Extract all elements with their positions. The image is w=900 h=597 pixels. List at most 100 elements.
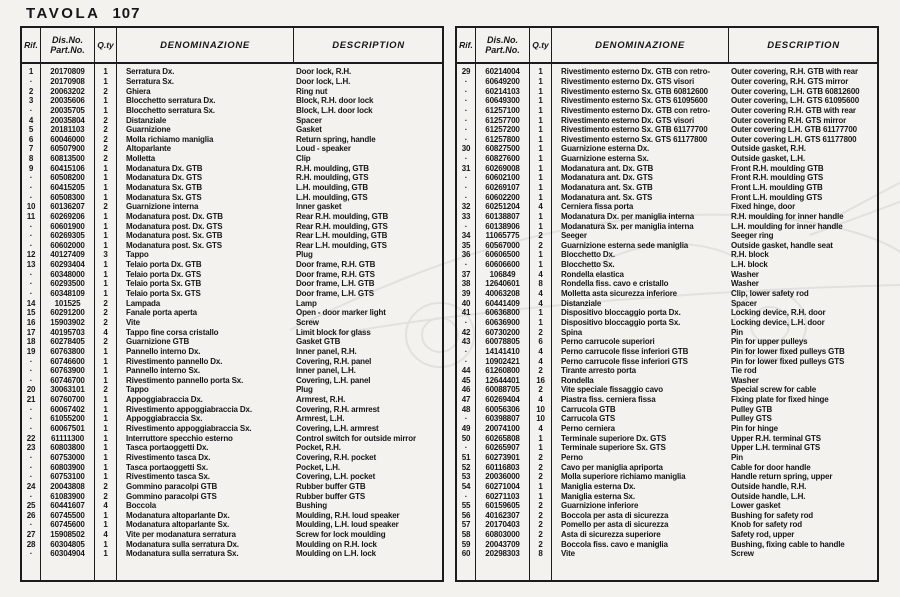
cell-rif: 6 xyxy=(28,134,34,144)
cell-qty: 1 xyxy=(103,520,108,530)
cell-part-no: 60606600 xyxy=(485,260,520,270)
cell-qty: 1 xyxy=(103,289,108,299)
cell-rif: · xyxy=(29,192,33,202)
table-row: 22 61111300 1 Interruttore specchio esterno… xyxy=(22,433,442,443)
cell-qty: 1 xyxy=(103,356,108,366)
cell-qty: 1 xyxy=(538,221,543,231)
cell-rif: 50 xyxy=(461,433,471,443)
cell-qty: 1 xyxy=(538,163,543,173)
cell-rif: 57 xyxy=(461,520,471,530)
cell-denominazione: Telaio porta Dx. GTS xyxy=(126,269,202,279)
cell-description: Bushing for safety rod xyxy=(731,510,814,520)
cell-rif: 19 xyxy=(26,346,36,356)
cell-part-no: 60567000 xyxy=(485,240,520,250)
cell-denominazione: Tappo xyxy=(126,250,149,260)
parts-table-left: Rif. Dis.No. Part.No. Q.ty DENOMINAZIONE… xyxy=(20,26,444,582)
page-title: TAVOLA 107 xyxy=(26,5,140,22)
cell-description: Special screw for cable xyxy=(731,385,817,395)
column-header-dis-no-line2: Part.No. xyxy=(50,45,85,55)
cell-rif: · xyxy=(464,76,468,86)
cell-rif: 28 xyxy=(26,539,36,549)
cell-description: Door frame, R.H. GTB xyxy=(296,260,376,270)
cell-denominazione: Pannello interno Sx. xyxy=(126,366,200,376)
table-row: 18 60278405 2 Guarnizione GTB Gasket GTB xyxy=(22,337,442,347)
cell-denominazione: Telaio porta Dx. GTB xyxy=(126,260,202,270)
table-row: · 60508200 1 Modanatura Dx. GTS R.H. mouldin… xyxy=(22,173,442,183)
cell-denominazione: Boccola per asta di sicurezza xyxy=(561,510,669,520)
table-row: · 60746600 1 Rivestimento pannello Dx. Cover… xyxy=(22,356,442,366)
cell-part-no: 60746600 xyxy=(50,356,85,366)
cell-qty: 1 xyxy=(103,221,108,231)
column-header-qty: Q.ty xyxy=(532,40,549,50)
cell-part-no: 60441409 xyxy=(485,298,520,308)
cell-qty: 4 xyxy=(103,530,108,540)
cell-rif: 33 xyxy=(461,211,471,221)
cell-part-no: 60348109 xyxy=(50,289,85,299)
cell-part-no: 40063208 xyxy=(485,289,520,299)
column-header-part-no: Dis.No. Part.No. xyxy=(476,28,529,62)
cell-denominazione: Modanatura post. Sx. GTS xyxy=(126,240,222,250)
cell-rif: · xyxy=(29,183,33,192)
cell-description: Screw for lock moulding xyxy=(296,530,386,540)
cell-description: Rear R.H. moulding, GTS xyxy=(296,221,388,231)
cell-denominazione: Perno carrucole superiori xyxy=(561,337,655,347)
cell-description: Gasket GTB xyxy=(296,337,341,347)
cell-description: Ring nut xyxy=(296,86,328,96)
cell-description: Front R.H. moulding GTB xyxy=(731,163,824,173)
cell-description: Front L.H. moulding GTS xyxy=(731,192,823,202)
cell-qty: 2 xyxy=(538,231,543,241)
cell-description: R.H. moulding, GTB xyxy=(296,163,369,173)
cell-qty: 2 xyxy=(538,539,543,549)
cell-qty: 1 xyxy=(103,549,108,559)
cell-part-no: 60214004 xyxy=(485,67,520,77)
cell-qty: 2 xyxy=(103,337,108,347)
cell-rif: 13 xyxy=(26,260,36,270)
cell-qty: 2 xyxy=(103,144,108,154)
cell-rif: 45 xyxy=(461,375,471,385)
cell-denominazione: Modanatura ant. Dx. GTS xyxy=(561,173,653,183)
cell-qty: 1 xyxy=(538,115,543,125)
cell-denominazione: Rivestimento esterno Dx. GTB con retro- xyxy=(561,105,710,115)
cell-qty: 1 xyxy=(103,279,108,289)
cell-part-no: 60304904 xyxy=(50,549,85,559)
cell-part-no: 60269107 xyxy=(485,183,520,192)
cell-rif: · xyxy=(29,491,33,501)
cell-qty: 2 xyxy=(103,317,108,327)
cell-description: Inner panel, L.H. xyxy=(296,366,356,376)
cell-description: Locking device, L.H. door xyxy=(731,317,825,327)
table-body: 1 20170809 1 Serratura Dx. Door lock, R.H. · 2… xyxy=(22,62,442,580)
cell-rif: · xyxy=(29,472,33,482)
cell-rif: · xyxy=(29,231,33,241)
cell-description: Pin xyxy=(731,327,743,337)
cell-description: R.H. moulding, GTS xyxy=(296,173,369,183)
cell-rif: 27 xyxy=(26,530,36,540)
cell-description: Covering, L.H. panel xyxy=(296,375,371,385)
cell-part-no: 60138807 xyxy=(485,211,520,221)
cell-part-no: 20170908 xyxy=(50,76,85,86)
cell-rif: · xyxy=(464,125,468,135)
cell-description: Moulding, L.H. loud speaker xyxy=(296,520,399,530)
column-divider xyxy=(116,28,117,580)
cell-description: Covering, L.H. pocket xyxy=(296,472,376,482)
cell-qty: 1 xyxy=(103,346,108,356)
cell-denominazione: Asta di sicurezza superiore xyxy=(561,530,661,540)
table-row: 59 20043709 2 Boccola fiss. cavo e maniglia… xyxy=(457,539,877,549)
cell-denominazione: Gommino paracolpi GTS xyxy=(126,491,217,501)
column-divider xyxy=(40,28,41,580)
cell-denominazione: Rondella xyxy=(561,375,594,385)
cell-rif: · xyxy=(464,115,468,125)
cell-denominazione: Modanatura Dx. per maniglia interna xyxy=(561,211,695,221)
table-row: 1 20170809 1 Serratura Dx. Door lock, R.H. xyxy=(22,67,442,77)
cell-rif: 16 xyxy=(26,317,36,327)
cell-denominazione: Rivestimento esterno Sx. GTS 61177800 xyxy=(561,134,708,144)
cell-description: Outer covering L.H. GTS 61177800 xyxy=(731,134,857,144)
cell-part-no: 60046000 xyxy=(50,134,85,144)
cell-denominazione: Tasca portaoggetti Dx. xyxy=(126,443,209,453)
cell-denominazione: Appoggiabraccia Sx. xyxy=(126,414,203,424)
cell-qty: 6 xyxy=(538,337,543,347)
cell-description: Door frame, L.H. GTS xyxy=(296,289,374,299)
table-row: 55 60159605 2 Guarnizione inferiore Lower ga… xyxy=(457,501,877,511)
table-row: 21 60760700 1 Appoggiabraccia Dx. Armrest, R… xyxy=(22,395,442,405)
cell-denominazione: Rivestimento tasca Dx. xyxy=(126,452,211,462)
cell-rif: · xyxy=(29,404,33,414)
